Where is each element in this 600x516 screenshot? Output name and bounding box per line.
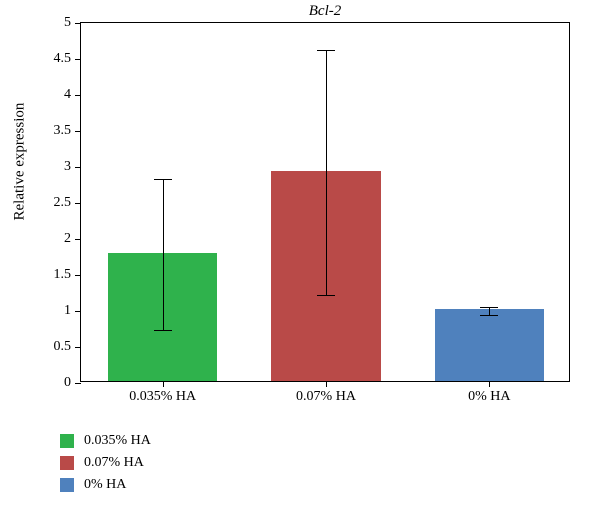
y-tick-label: 0	[64, 375, 81, 391]
error-cap	[317, 50, 335, 51]
y-tick-label: 3	[64, 159, 81, 175]
y-tick-label: 2.5	[54, 195, 82, 211]
error-cap	[480, 315, 498, 316]
y-axis-label: Relative expression	[12, 181, 29, 221]
legend-label: 0% HA	[84, 477, 126, 493]
y-tick-label: 0.5	[54, 339, 82, 355]
error-bar	[489, 307, 490, 314]
x-tick-label: 0.035% HA	[129, 381, 196, 405]
error-cap	[154, 179, 172, 180]
legend-label: 0.07% HA	[84, 455, 144, 471]
x-tick-label: 0.07% HA	[296, 381, 356, 405]
legend-item: 0% HA	[60, 474, 151, 496]
error-cap	[317, 295, 335, 296]
legend-label: 0.035% HA	[84, 433, 151, 449]
y-tick-label: 2	[64, 231, 81, 247]
legend-item: 0.035% HA	[60, 430, 151, 452]
legend-item: 0.07% HA	[60, 452, 151, 474]
figure: Bcl-2 00.511.522.533.544.550.035% HA0.07…	[0, 0, 600, 516]
y-tick-label: 5	[64, 15, 81, 31]
y-tick-label: 1.5	[54, 267, 82, 283]
error-bar	[163, 179, 164, 330]
legend-swatch	[60, 434, 74, 448]
x-tick-label: 0% HA	[468, 381, 510, 405]
y-tick-label: 4	[64, 87, 81, 103]
error-cap	[480, 307, 498, 308]
bar	[435, 309, 544, 381]
y-tick-label: 4.5	[54, 51, 82, 67]
legend-swatch	[60, 456, 74, 470]
legend-swatch	[60, 478, 74, 492]
chart-title: Bcl-2	[80, 3, 570, 20]
y-tick-label: 3.5	[54, 123, 82, 139]
plot-area: 00.511.522.533.544.550.035% HA0.07% HA0%…	[80, 22, 570, 382]
y-tick-label: 1	[64, 303, 81, 319]
plot-inner: 00.511.522.533.544.550.035% HA0.07% HA0%…	[81, 23, 569, 381]
legend: 0.035% HA 0.07% HA 0% HA	[60, 430, 151, 496]
error-bar	[326, 50, 327, 295]
error-cap	[154, 330, 172, 331]
